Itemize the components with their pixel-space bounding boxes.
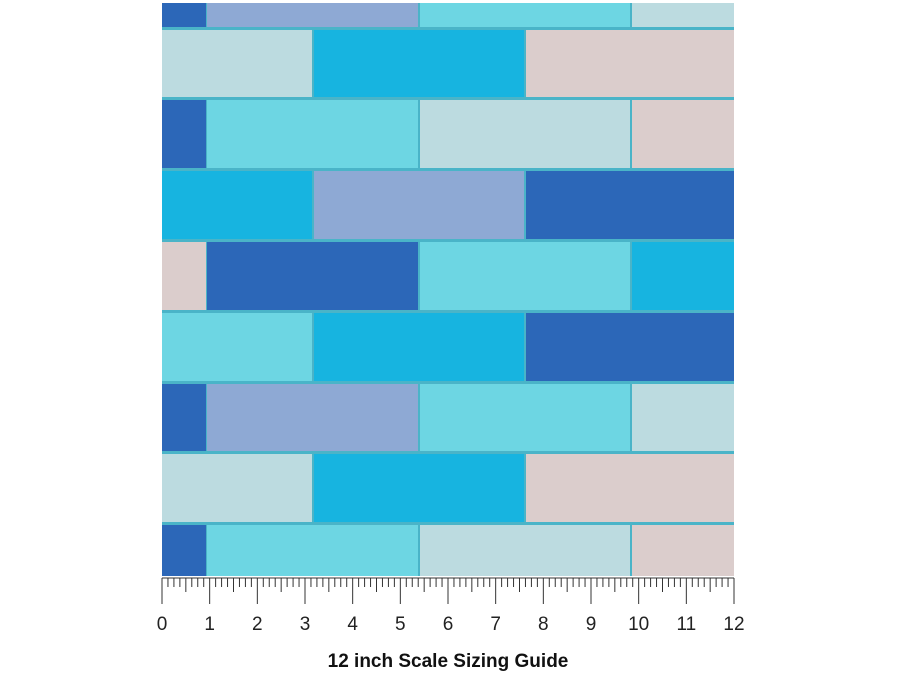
tile — [632, 525, 734, 576]
tile — [420, 384, 630, 451]
tile — [162, 525, 206, 576]
tile — [526, 171, 734, 239]
ruler-label: 0 — [157, 614, 168, 635]
tile — [314, 171, 524, 239]
ruler-label: 12 — [723, 614, 744, 635]
tile-pattern — [162, 3, 734, 576]
caption: 12 inch Scale Sizing Guide — [328, 651, 569, 672]
tile — [420, 3, 630, 27]
ruler-label: 4 — [347, 614, 358, 635]
tile — [162, 313, 312, 381]
tile — [420, 242, 630, 310]
tile — [162, 30, 312, 97]
tile — [632, 384, 734, 451]
ruler-label: 6 — [443, 614, 454, 635]
tile — [314, 454, 524, 522]
tile — [314, 313, 524, 381]
ruler: 0 1 2 3 4 5 6 7 8 9 10 11 12 — [157, 577, 745, 635]
tile — [162, 454, 312, 522]
tile — [526, 30, 734, 97]
ruler-label: 2 — [252, 614, 263, 635]
ruler-label: 3 — [300, 614, 311, 635]
tile — [162, 171, 312, 239]
tile — [314, 30, 524, 97]
tile — [207, 525, 418, 576]
tile — [632, 3, 734, 27]
ruler-label: 7 — [490, 614, 501, 635]
tile — [207, 242, 418, 310]
tile — [207, 3, 418, 27]
tile — [632, 242, 734, 310]
ruler-label: 5 — [395, 614, 406, 635]
tile — [420, 100, 630, 168]
tile — [207, 100, 418, 168]
tile — [632, 100, 734, 168]
tile — [526, 454, 734, 522]
tile — [207, 384, 418, 451]
ruler-label: 10 — [628, 614, 649, 635]
tile — [526, 313, 734, 381]
ruler-label: 11 — [676, 614, 696, 635]
tile — [162, 100, 206, 168]
tile — [162, 384, 206, 451]
tile — [420, 525, 630, 576]
ruler-label: 8 — [538, 614, 549, 635]
tile — [162, 242, 206, 310]
ruler-label: 9 — [586, 614, 597, 635]
ruler-label: 1 — [204, 614, 215, 635]
tile — [162, 3, 206, 27]
